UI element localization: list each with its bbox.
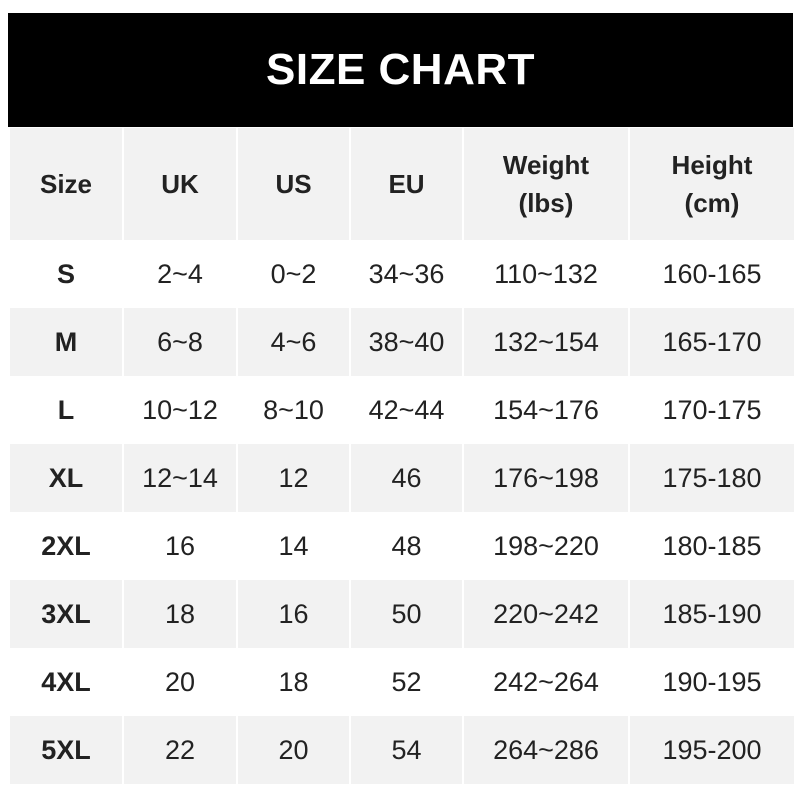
table-cell: 4~6 [236, 308, 351, 376]
table-cell: 48 [349, 512, 464, 580]
size-cell: XL [8, 444, 124, 512]
header-row: Size UK US EU Weight (lbs) Height (cm) [8, 128, 796, 240]
table-cell: 220~242 [462, 580, 630, 648]
table-cell: 12~14 [122, 444, 238, 512]
table-row: 3XL 18 16 50 220~242 185-190 [8, 580, 796, 648]
size-cell: M [8, 308, 124, 376]
table-row: XL 12~14 12 46 176~198 175-180 [8, 444, 796, 512]
table-cell: 170-175 [628, 376, 796, 444]
size-cell: 3XL [8, 580, 124, 648]
table-row: 5XL 22 20 54 264~286 195-200 [8, 716, 796, 784]
size-cell: S [8, 240, 124, 308]
table-cell: 18 [236, 648, 351, 716]
table-cell: 195-200 [628, 716, 796, 784]
table-cell: 16 [236, 580, 351, 648]
table-cell: 14 [236, 512, 351, 580]
column-header: Size [8, 128, 124, 240]
table-cell: 18 [122, 580, 238, 648]
table-cell: 50 [349, 580, 464, 648]
table-cell: 10~12 [122, 376, 238, 444]
column-header: Weight (lbs) [462, 128, 630, 240]
size-cell: 5XL [8, 716, 124, 784]
table-cell: 38~40 [349, 308, 464, 376]
table-cell: 110~132 [462, 240, 630, 308]
size-cell: 4XL [8, 648, 124, 716]
table-cell: 52 [349, 648, 464, 716]
size-cell: 2XL [8, 512, 124, 580]
table-cell: 8~10 [236, 376, 351, 444]
column-header: Height (cm) [628, 128, 796, 240]
table-cell: 20 [122, 648, 238, 716]
table-cell: 198~220 [462, 512, 630, 580]
table-row: M 6~8 4~6 38~40 132~154 165-170 [8, 308, 796, 376]
column-header: UK [122, 128, 238, 240]
table-cell: 132~154 [462, 308, 630, 376]
table-cell: 160-165 [628, 240, 796, 308]
table-row: L 10~12 8~10 42~44 154~176 170-175 [8, 376, 796, 444]
table-cell: 0~2 [236, 240, 351, 308]
table-cell: 20 [236, 716, 351, 784]
table-cell: 42~44 [349, 376, 464, 444]
table-row: 4XL 20 18 52 242~264 190-195 [8, 648, 796, 716]
table-cell: 242~264 [462, 648, 630, 716]
table-cell: 34~36 [349, 240, 464, 308]
table-cell: 2~4 [122, 240, 238, 308]
table-cell: 180-185 [628, 512, 796, 580]
size-table: Size UK US EU Weight (lbs) Height (cm) S 2~4 0~2 3… [8, 128, 796, 784]
table-cell: 185-190 [628, 580, 796, 648]
table-cell: 190-195 [628, 648, 796, 716]
table-cell: 175-180 [628, 444, 796, 512]
column-header: EU [349, 128, 464, 240]
size-cell: L [8, 376, 124, 444]
size-chart-title: SIZE CHART [8, 13, 793, 127]
table-row: 2XL 16 14 48 198~220 180-185 [8, 512, 796, 580]
table-cell: 6~8 [122, 308, 238, 376]
table-cell: 165-170 [628, 308, 796, 376]
table-cell: 12 [236, 444, 351, 512]
table-row: S 2~4 0~2 34~36 110~132 160-165 [8, 240, 796, 308]
column-header: US [236, 128, 351, 240]
table-cell: 22 [122, 716, 238, 784]
table-cell: 264~286 [462, 716, 630, 784]
table-cell: 176~198 [462, 444, 630, 512]
table-cell: 154~176 [462, 376, 630, 444]
table-cell: 16 [122, 512, 238, 580]
table-cell: 46 [349, 444, 464, 512]
table-cell: 54 [349, 716, 464, 784]
